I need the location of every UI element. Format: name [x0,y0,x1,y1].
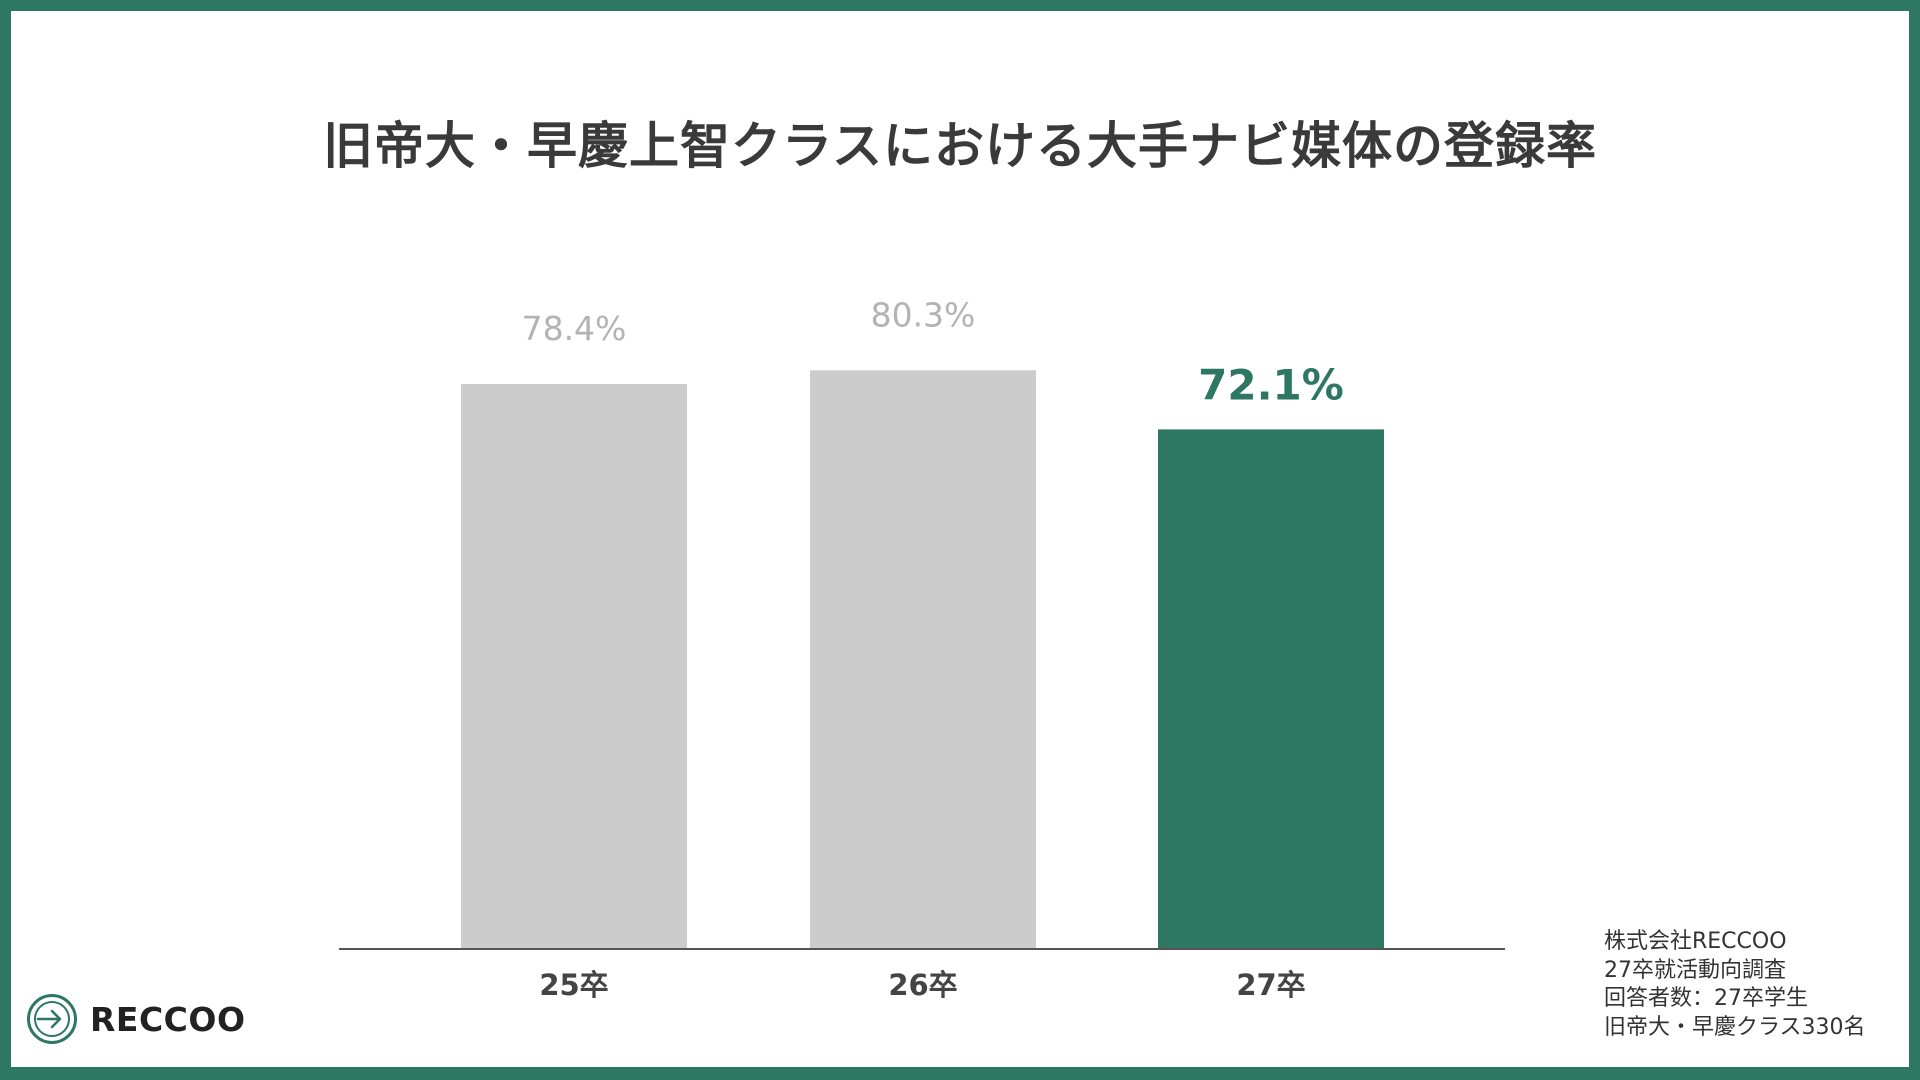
source-line: 株式会社RECCOO [1604,929,1787,954]
bar-25卒 [461,384,687,949]
value-label: 78.4% [522,309,627,348]
bar-27卒 [1158,429,1384,949]
chart-title: 旧帝大・早慶上智クラスにおける大手ナビ媒体の登録率 [323,117,1597,175]
reccoo-logo-icon [27,994,77,1044]
company-logo: RECCOO [26,993,246,1045]
category-label: 27卒 [1236,968,1305,1002]
source-note: 株式会社RECCOO 27卒就活動向調査 回答者数：27卒学生 旧帝大・早慶クラ… [1604,928,1866,1042]
source-line: 旧帝大・早慶クラス330名 [1604,1014,1866,1040]
category-label: 25卒 [539,968,608,1002]
source-line: 回答者数：27卒学生 [1604,986,1808,1011]
category-label: 26卒 [888,968,957,1002]
value-label: 72.1% [1198,360,1344,409]
value-label: 80.3% [871,295,976,334]
bar-26卒 [810,370,1036,950]
source-line: 27卒就活動向調査 [1604,957,1786,983]
logo-text: RECCOO [90,999,246,1039]
